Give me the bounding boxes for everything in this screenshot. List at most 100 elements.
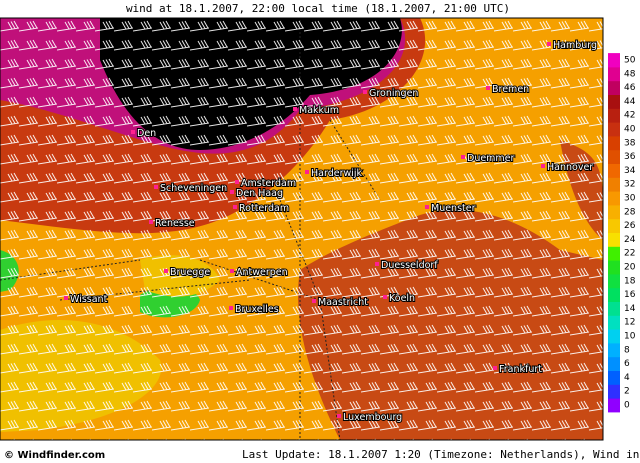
legend-label: 4 bbox=[624, 373, 630, 383]
city-dot bbox=[229, 306, 233, 310]
legend-swatch bbox=[608, 80, 620, 95]
city-dot bbox=[64, 296, 68, 300]
legend-swatch bbox=[608, 301, 620, 316]
legend-swatch bbox=[608, 135, 620, 151]
legend-label: 0 bbox=[624, 401, 630, 411]
city-dot bbox=[547, 42, 551, 46]
logo: © Windfinder.com bbox=[4, 450, 105, 461]
city-dot bbox=[305, 170, 309, 174]
city-label: Luxembourg bbox=[343, 412, 402, 423]
city-label: Rotterdam bbox=[239, 203, 289, 214]
city-dot bbox=[312, 299, 316, 303]
legend-swatch bbox=[608, 260, 620, 275]
city-label: Frankfurt bbox=[499, 364, 542, 375]
legend-swatch bbox=[608, 287, 620, 302]
city-dot bbox=[131, 130, 135, 134]
legend-label: 46 bbox=[624, 83, 636, 93]
legend-label: 12 bbox=[624, 318, 635, 328]
city-label: Den Haag bbox=[236, 188, 283, 199]
legend-swatch bbox=[608, 398, 620, 413]
city-label: Den bbox=[137, 128, 156, 139]
city-dot bbox=[230, 190, 234, 194]
legend-swatch bbox=[608, 370, 620, 385]
legend-label: 50 bbox=[624, 56, 636, 66]
legend-label: 16 bbox=[624, 290, 636, 300]
legend-label: 14 bbox=[624, 304, 636, 314]
city-dot bbox=[383, 295, 387, 299]
city-label: Bremen bbox=[492, 84, 529, 95]
city-label: Amsterdam bbox=[241, 178, 296, 189]
city-label: Antwerpen bbox=[236, 267, 288, 278]
city-dot bbox=[233, 205, 237, 209]
legend-label: 36 bbox=[624, 152, 636, 162]
legend-label: 48 bbox=[624, 69, 636, 79]
legend-swatch bbox=[608, 163, 620, 178]
city-label: Hannover bbox=[547, 162, 593, 173]
legend-label: 24 bbox=[624, 235, 636, 245]
legend-swatch bbox=[608, 246, 620, 261]
legend-swatch bbox=[608, 191, 620, 206]
legend-swatch bbox=[608, 384, 620, 399]
city-label: Harderwijk bbox=[311, 168, 363, 179]
city-dot bbox=[493, 366, 497, 370]
legend-swatch bbox=[608, 204, 620, 220]
legend-swatch bbox=[608, 94, 620, 109]
city-label: Maastricht bbox=[318, 297, 368, 308]
legend-swatch bbox=[608, 273, 620, 289]
legend-swatch bbox=[608, 329, 620, 344]
city-dot bbox=[541, 164, 545, 168]
legend-swatch bbox=[608, 177, 620, 192]
city-label: Duesseldorf bbox=[381, 260, 438, 271]
legend-label: 18 bbox=[624, 276, 636, 286]
city-label: Hamburg bbox=[553, 40, 597, 51]
city-dot bbox=[230, 269, 234, 273]
legend-label: 22 bbox=[624, 249, 635, 259]
city-label: Scheveningen bbox=[160, 183, 227, 194]
city-dot bbox=[486, 86, 490, 90]
legend-label: 26 bbox=[624, 221, 636, 231]
legend-swatch bbox=[608, 149, 620, 164]
map-area bbox=[0, 18, 603, 440]
legend-label: 40 bbox=[624, 125, 636, 135]
legend-label: 44 bbox=[624, 97, 636, 107]
city-dot bbox=[235, 180, 239, 184]
city-label: Bruegge bbox=[170, 267, 210, 278]
map-frame bbox=[0, 17, 604, 441]
legend-label: 38 bbox=[624, 138, 636, 148]
footer: Last Update: 18.1.2007 1:20 (Timezone: N… bbox=[242, 448, 640, 461]
city-dot bbox=[154, 185, 158, 189]
legend-swatch bbox=[608, 66, 620, 82]
city-label: Koeln bbox=[389, 293, 415, 304]
legend-swatch bbox=[608, 218, 620, 233]
legend-swatch bbox=[608, 315, 620, 330]
legend-swatch bbox=[608, 53, 620, 68]
city-dot bbox=[293, 107, 297, 111]
city-dot bbox=[461, 155, 465, 159]
city-label: Wissant bbox=[70, 294, 108, 305]
legend-swatch bbox=[608, 108, 620, 123]
legend-label: 42 bbox=[624, 111, 635, 121]
legend-label: 34 bbox=[624, 166, 636, 176]
legend-label: 2 bbox=[624, 387, 630, 397]
city-label: Duemmer bbox=[467, 153, 515, 164]
legend-label: 20 bbox=[624, 263, 636, 273]
legend-swatch bbox=[608, 232, 620, 247]
city-label: Muenster bbox=[431, 203, 476, 214]
city-dot bbox=[164, 269, 168, 273]
legend-label: 6 bbox=[624, 359, 630, 369]
city-dot bbox=[375, 262, 379, 266]
city-label: Makkum bbox=[299, 105, 339, 116]
map-title: wind at 18.1.2007, 22:00 local time (18.… bbox=[126, 2, 510, 15]
legend-label: 8 bbox=[624, 345, 630, 355]
city-labels: Hamburg Groningen Bremen Makkum Den Amsterdam… bbox=[64, 39, 598, 424]
city-label: Bruxelles bbox=[235, 304, 279, 315]
legend-label: 28 bbox=[624, 207, 636, 217]
legend-label: 30 bbox=[624, 194, 636, 204]
city-dot bbox=[363, 90, 367, 94]
legend-swatch bbox=[608, 342, 620, 358]
legend-swatch bbox=[608, 356, 620, 371]
city-label: Renesse bbox=[155, 218, 195, 229]
city-dot bbox=[425, 205, 429, 209]
